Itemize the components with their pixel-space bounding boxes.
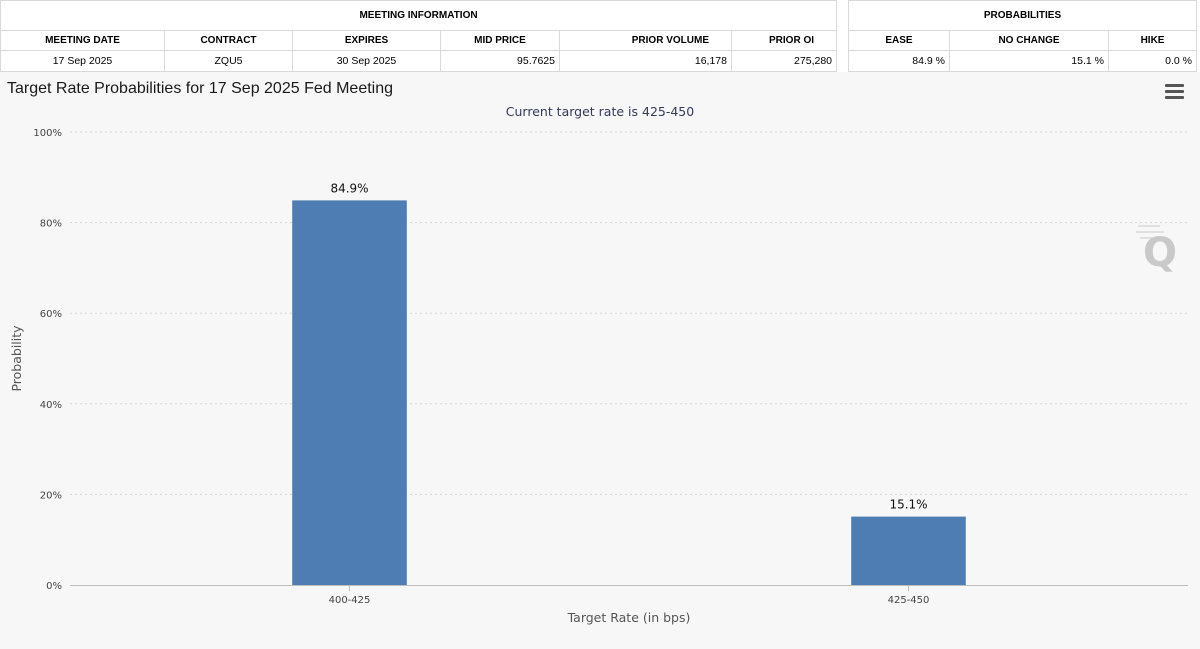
col-no-change: NO CHANGE — [949, 30, 1109, 51]
meeting-information-header: MEETING INFORMATION — [0, 0, 838, 31]
bar — [851, 516, 966, 585]
data-label: 15.1% — [889, 498, 927, 512]
chart-title: Target Rate Probabilities for 17 Sep 202… — [7, 80, 394, 97]
prior-volume-value: 16,178 — [559, 50, 732, 72]
probabilities-header: PROBABILITIES — [847, 0, 1198, 31]
meeting-date-value: 17 Sep 2025 — [0, 50, 165, 72]
col-mid-price: MID PRICE — [440, 30, 560, 51]
col-contract: CONTRACT — [164, 30, 293, 51]
probabilities-table: PROBABILITIES EASE NO CHANGE HIKE 84.9 %… — [847, 0, 1198, 72]
menu-icon-line — [1165, 84, 1184, 87]
menu-icon-line — [1165, 96, 1184, 99]
expires-value: 30 Sep 2025 — [292, 50, 441, 72]
hike-value: 0.0 % — [1107, 50, 1198, 72]
col-ease: EASE — [848, 30, 950, 51]
col-hike: HIKE — [1107, 30, 1198, 51]
col-meeting-date: MEETING DATE — [0, 30, 165, 51]
col-expires: EXPIRES — [292, 30, 441, 51]
table-row: 17 Sep 2025 ZQU5 30 Sep 2025 95.7625 16,… — [0, 50, 838, 72]
y-tick-label: 20% — [40, 490, 62, 501]
x-axis-title: Target Rate (in bps) — [567, 610, 691, 625]
contract-value: ZQU5 — [164, 50, 293, 72]
y-axis-title: Probability — [9, 325, 24, 392]
y-tick-label: 40% — [40, 400, 62, 411]
bar-chart: 0% 20% 40% 60% 80% 100% 84.9% 400-425 15.1% 425-4… — [9, 128, 1188, 625]
x-tick-label: 400-425 — [329, 595, 371, 606]
y-tick-label: 80% — [40, 219, 62, 230]
chart-menu-button[interactable] — [1165, 84, 1184, 100]
col-prior-volume: PRIOR VOLUME — [559, 30, 732, 51]
bar — [292, 200, 407, 585]
mid-price-value: 95.7625 — [440, 50, 560, 72]
y-tick-label: 100% — [33, 128, 62, 139]
menu-icon-line — [1165, 90, 1184, 93]
data-label: 84.9% — [330, 181, 368, 195]
col-prior-oi: PRIOR OI — [730, 30, 838, 51]
chart-subtitle: Current target rate is 425-450 — [505, 104, 695, 119]
y-tick-label: 0% — [46, 581, 62, 592]
x-tick-label: 425-450 — [888, 595, 930, 606]
no-change-value: 15.1 % — [949, 50, 1109, 72]
chart-area: 0% 20% 40% 60% 80% 100% 84.9% 400-425 15.1% 425-4… — [0, 72, 1200, 649]
prior-oi-value: 275,280 — [730, 50, 838, 72]
y-tick-label: 60% — [40, 309, 62, 320]
svg-text:Q: Q — [1143, 230, 1177, 272]
watermark-q-icon: Q — [1136, 225, 1177, 272]
ease-value: 84.9 % — [848, 50, 950, 72]
meeting-information-table: MEETING INFORMATION MEETING DATE CONTRAC… — [0, 0, 838, 72]
table-row: 84.9 % 15.1 % 0.0 % — [848, 50, 1198, 72]
